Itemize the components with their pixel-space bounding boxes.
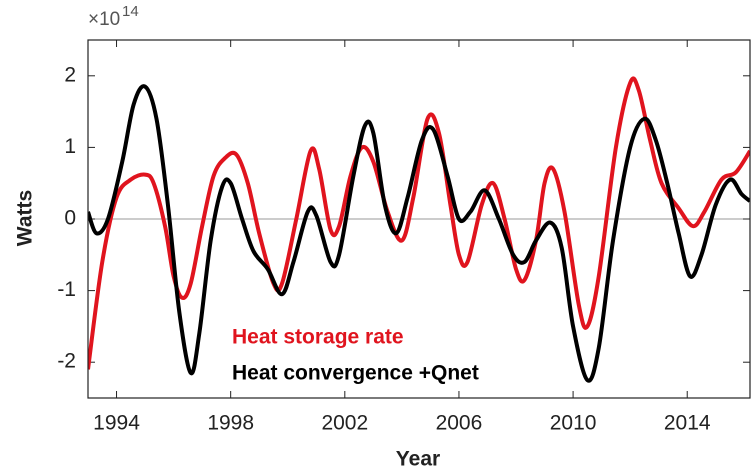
y-tick-label: 1 (64, 135, 76, 158)
x-tick-label: 2002 (321, 412, 368, 435)
plot-frame (87, 39, 751, 399)
y-tick-label: 2 (64, 63, 76, 86)
x-tick-label: 2010 (550, 412, 597, 435)
legend-entry: Heat storage rate (232, 326, 404, 349)
y-axis-label: Watts (14, 190, 37, 246)
y-tick-label: 0 (64, 207, 76, 230)
multiplier: ×10 (88, 9, 120, 30)
data-line (88, 84, 750, 383)
x-tick-label: 1998 (207, 412, 254, 435)
y-tick-label: -1 (57, 278, 76, 301)
x-axis-label: Year (396, 448, 440, 471)
y-tick-label: -2 (57, 350, 76, 373)
x-tick-label: 2014 (664, 412, 711, 435)
multiplier-exponent: 14 (122, 3, 139, 20)
data-line (88, 76, 750, 370)
legend-entry: Heat convergence +Qnet (232, 362, 479, 385)
x-tick-label: 2006 (436, 412, 483, 435)
x-tick-label: 1994 (93, 412, 140, 435)
